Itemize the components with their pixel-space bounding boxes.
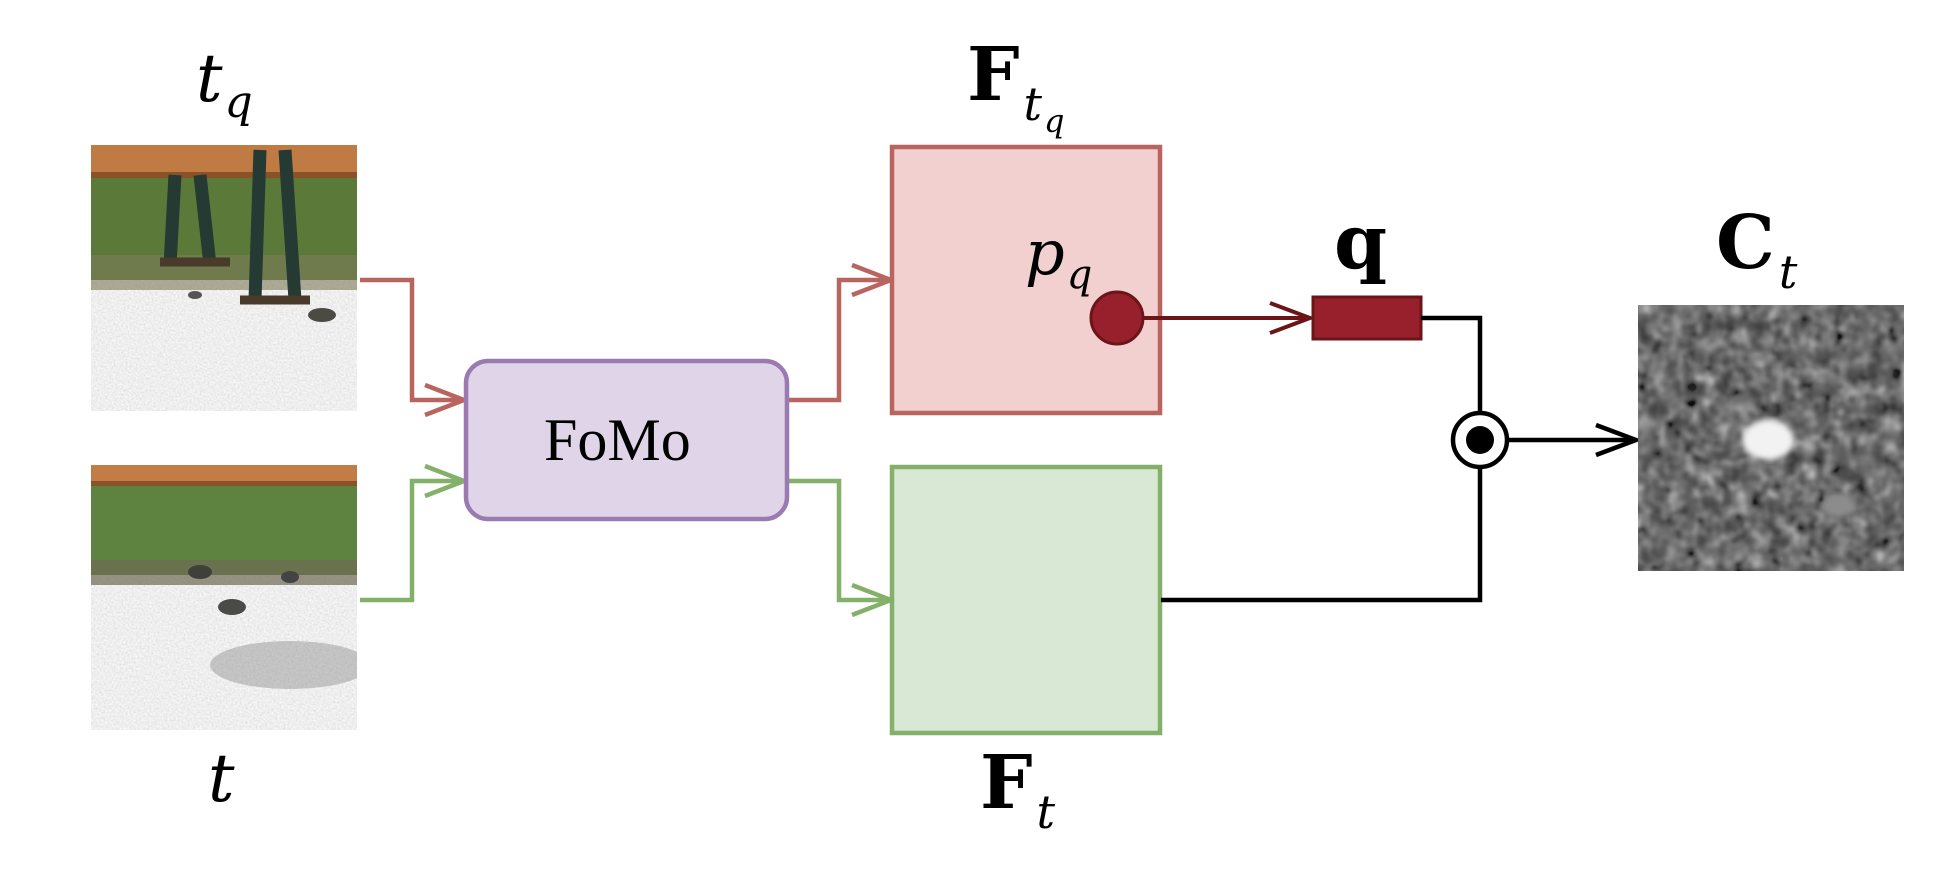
vector-to-dot-connector — [1421, 315, 1483, 413]
dot-to-correlation-arrowhead — [1595, 422, 1643, 458]
query-frame-symbol: t — [196, 40, 223, 117]
target-feature-symbol: F — [980, 740, 1033, 826]
target-feature-label: Ft — [980, 746, 1055, 835]
fomo-model-text: FoMo — [544, 407, 691, 473]
target-frame-symbol: t — [208, 740, 235, 817]
query-vector-symbol: q — [1334, 197, 1388, 286]
query-feature-symbol: F — [967, 32, 1020, 118]
query-point-label: pq — [1025, 222, 1092, 296]
query-point-to-vector-arrowhead — [1269, 301, 1316, 335]
target-frame-label: t — [208, 746, 235, 812]
correlation-label: Ct — [1716, 206, 1797, 295]
query-feature-map — [889, 144, 1163, 416]
query-vector-label: q — [1334, 204, 1387, 280]
query-frame-subscript: q — [224, 77, 253, 128]
fomo-model-label: FoMo — [544, 410, 691, 470]
dot-product-connectors — [1161, 315, 1643, 603]
query-point-symbol: p — [1025, 216, 1065, 289]
query-point-subscript: q — [1066, 252, 1093, 298]
query-frame-label: tq — [196, 46, 253, 125]
target-feature-subscript: t — [1036, 785, 1056, 839]
correlation-subscript: t — [1778, 245, 1798, 299]
model-to-target-feature-connector — [789, 478, 890, 603]
dot-product-operator-icon — [1450, 410, 1510, 470]
target-frame-image — [91, 465, 357, 730]
query-to-model-connector — [360, 277, 462, 403]
query-vector-bar — [1311, 295, 1423, 341]
query-frame-image — [91, 145, 357, 411]
correlation-map-image — [1638, 305, 1904, 571]
query-feature-subscript: tq — [1023, 77, 1065, 140]
target-feature-to-dot-connector — [1161, 467, 1483, 603]
target-to-model-connector — [360, 478, 462, 603]
query-point-marker — [1089, 290, 1145, 346]
query-feature-label: Ftq — [967, 38, 1065, 137]
query-feature-subsubscript: q — [1044, 102, 1065, 140]
model-to-query-feature-connector — [789, 277, 890, 403]
fomo-model-box — [463, 358, 790, 522]
correlation-symbol: C — [1716, 200, 1775, 286]
target-feature-map — [889, 464, 1163, 736]
